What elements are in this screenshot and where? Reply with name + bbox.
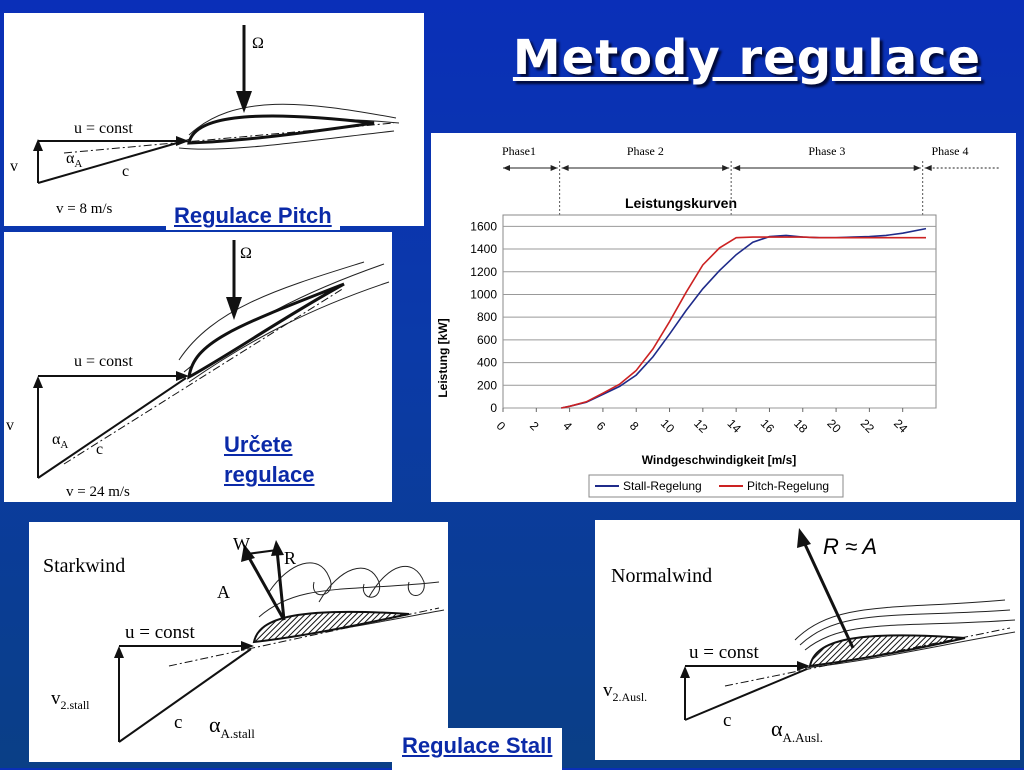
plot-area xyxy=(502,214,937,409)
wind-speed-label: v = 8 m/s xyxy=(56,201,113,217)
u-const-label: u = const xyxy=(689,642,760,663)
x-tick-label: 14 xyxy=(724,416,744,436)
starkwind-title: Starkwind xyxy=(43,555,125,577)
phase-arrowhead xyxy=(722,165,730,171)
x-tick-label: 18 xyxy=(791,416,811,436)
x-tick-label: 4 xyxy=(560,419,575,434)
y-tick-label: 600 xyxy=(477,333,497,347)
v-label: v xyxy=(10,158,18,175)
y-tick-label: 1200 xyxy=(470,265,497,279)
normalwind-diagram: Normalwind R ≈ A u = const v2.Ausl. c αA… xyxy=(595,520,1020,760)
x-tick-label: 22 xyxy=(858,416,878,436)
alpha-label: αA.stall xyxy=(209,712,255,741)
pitch-diagram-high-wind: Ω u = const v c αA v = 24 m/s Určete reg… xyxy=(4,232,392,502)
x-tick-label: 2 xyxy=(527,419,542,434)
y-axis-label: Leistung [kW] xyxy=(436,318,450,397)
r-label: R xyxy=(284,548,296,568)
c-label: c xyxy=(174,712,182,733)
c-label: c xyxy=(96,441,103,458)
x-axis-label: Windgeschwindigkeit [m/s] xyxy=(642,453,797,467)
omega-label: Ω xyxy=(252,35,264,52)
u-const-label: u = const xyxy=(125,622,196,643)
x-tick-label: 16 xyxy=(758,416,778,436)
y-tick-label: 1400 xyxy=(470,242,497,256)
y-tick-label: 800 xyxy=(477,310,497,324)
phase-arrowhead xyxy=(503,165,510,171)
phase-arrowhead xyxy=(733,165,741,171)
phase-label: Phase 4 xyxy=(932,144,969,158)
phase-label: Phase 2 xyxy=(627,144,664,158)
series-line-pitch-regelung xyxy=(561,236,926,409)
phase-label: Phase1 xyxy=(502,144,536,158)
alpha-label: αA xyxy=(52,431,68,451)
x-tick-label: 20 xyxy=(824,416,844,436)
x-tick-label: 6 xyxy=(594,419,609,434)
r-approx-label: R ≈ A xyxy=(823,534,877,559)
u-const-label: u = const xyxy=(74,353,133,370)
alpha-label: αA xyxy=(66,150,82,170)
stall-control-caption: Určete regulace xyxy=(224,432,315,487)
x-tick-label: 24 xyxy=(891,416,911,436)
pitch-diagram-low-wind: Ω u = const v c αA v = 8 m/s xyxy=(4,13,424,226)
y-tick-label: 200 xyxy=(477,378,497,392)
phase-label: Phase 3 xyxy=(808,144,845,158)
power-curve-chart: Leistungskurven Leistung [kW] Windgeschw… xyxy=(431,133,1016,502)
u-const-label: u = const xyxy=(74,120,133,137)
chart-title: Leistungskurven xyxy=(625,195,737,211)
x-tick-label: 8 xyxy=(627,419,642,434)
phase-arrowhead xyxy=(924,165,932,171)
alpha-label: αA.Ausl. xyxy=(771,716,823,745)
legend-pitch: Pitch-Regelung xyxy=(747,479,829,493)
stall-caption: Regulace Stall xyxy=(392,728,563,770)
v-label: v2.stall xyxy=(51,688,90,712)
phase-arrowhead xyxy=(561,165,569,171)
x-tick-label: 10 xyxy=(658,416,678,436)
c-label: c xyxy=(723,710,731,731)
w-label: W xyxy=(233,534,250,554)
chart-legend: Stall-Regelung Pitch-Regelung xyxy=(588,474,844,498)
x-tick-label: 12 xyxy=(691,416,711,436)
page-title: Metody regulace xyxy=(512,30,982,86)
normalwind-title: Normalwind xyxy=(611,565,712,587)
c-label: c xyxy=(122,163,129,180)
y-tick-label: 1600 xyxy=(470,219,497,233)
x-tick-label: 0 xyxy=(494,419,509,434)
v-label: v xyxy=(6,417,14,434)
phase-arrowhead xyxy=(913,165,921,171)
wind-speed-label: v = 24 m/s xyxy=(66,484,130,500)
y-tick-label: 0 xyxy=(490,401,497,415)
v-label: v2.Ausl. xyxy=(603,680,647,704)
a-label: A xyxy=(217,582,230,602)
phase-arrowhead xyxy=(550,165,558,171)
legend-stall: Stall-Regelung xyxy=(623,479,702,493)
y-tick-label: 1000 xyxy=(470,287,497,301)
omega-label: Ω xyxy=(240,245,252,262)
starkwind-diagram: Starkwind W R A u = const v2.stall c αA.… xyxy=(29,522,448,762)
pitch-caption: Regulace Pitch xyxy=(166,202,340,230)
y-tick-label: 400 xyxy=(477,356,497,370)
